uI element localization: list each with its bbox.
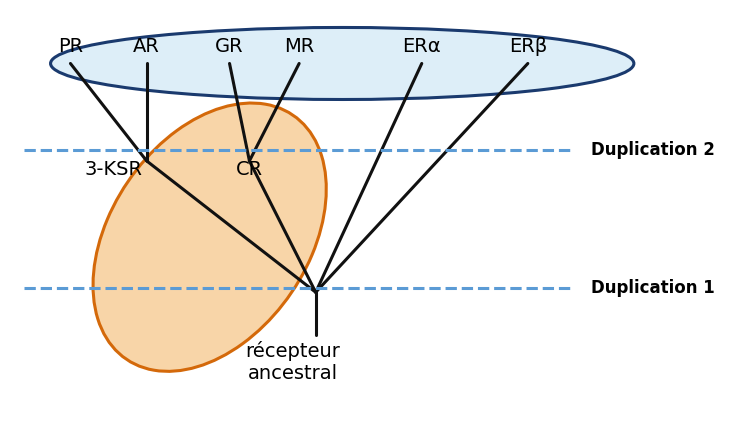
Text: ERβ: ERβ	[509, 37, 547, 56]
Text: PR: PR	[58, 37, 83, 56]
Ellipse shape	[93, 103, 326, 372]
Text: MR: MR	[284, 37, 314, 56]
Text: GR: GR	[215, 37, 244, 56]
Text: AR: AR	[134, 37, 160, 56]
Text: 3-KSR: 3-KSR	[85, 160, 142, 179]
Text: ERα: ERα	[402, 37, 441, 56]
Text: Duplication 2: Duplication 2	[591, 141, 715, 159]
Ellipse shape	[50, 28, 634, 99]
Text: récepteur
ancestral: récepteur ancestral	[245, 341, 340, 383]
Text: Duplication 1: Duplication 1	[591, 279, 715, 297]
Text: CR: CR	[236, 160, 263, 179]
